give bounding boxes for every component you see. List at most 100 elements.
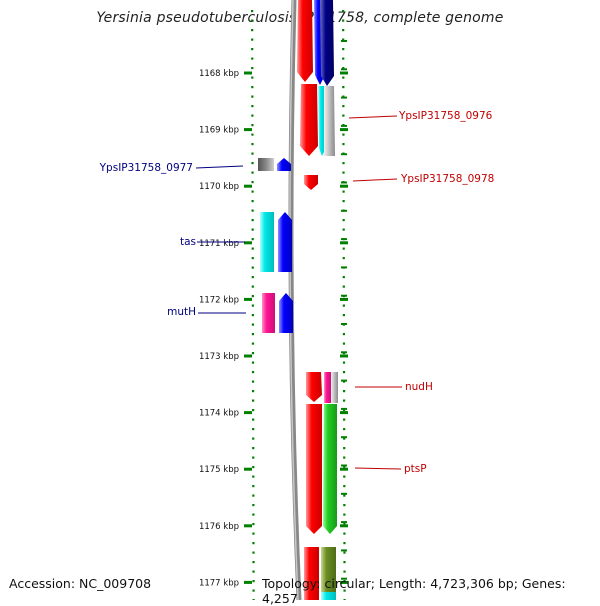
ruler-dot bbox=[343, 504, 346, 507]
axis-tick bbox=[244, 411, 252, 415]
axis-tick bbox=[340, 354, 348, 358]
ruler-minor-tick bbox=[341, 436, 347, 439]
topology-text: Topology: circular; Length: 4,723,306 bp… bbox=[262, 576, 566, 606]
ruler-dot bbox=[343, 409, 346, 412]
ruler-dot bbox=[252, 542, 255, 545]
ruler-dot bbox=[342, 314, 345, 317]
axis-tick bbox=[340, 71, 348, 75]
ruler-dot bbox=[252, 428, 255, 431]
ruler-minor-tick bbox=[341, 521, 347, 524]
ruler-dot bbox=[251, 38, 254, 41]
ruler-dot bbox=[251, 304, 254, 307]
gene-label-ypsip31758-0976: YpsIP31758_0976 bbox=[398, 110, 493, 122]
ruler-dot bbox=[251, 380, 255, 383]
ruler-dot bbox=[342, 371, 346, 374]
ruler-dot bbox=[251, 247, 254, 250]
axis-tick bbox=[244, 354, 252, 358]
gene-feature-ypsip31758-0977 bbox=[258, 158, 274, 171]
ruler-dot bbox=[251, 266, 254, 269]
ruler-dot bbox=[343, 589, 346, 592]
ruler-dot bbox=[251, 219, 254, 222]
leader-line bbox=[354, 467, 402, 470]
axis: 1168 kbp 1169 kbp 1170 kbp 1171 kbp 1172 kbp… bbox=[199, 69, 348, 588]
axis-tick bbox=[244, 184, 252, 188]
gene-label-ypsip31758-0978: YpsIP31758_0978 bbox=[400, 173, 494, 185]
ruler-minor-tick bbox=[341, 549, 347, 552]
gene-feature-ypsip31758-0976 bbox=[300, 84, 318, 156]
ruler-dot bbox=[251, 276, 254, 279]
ruler-dot bbox=[252, 447, 255, 450]
ruler-dot bbox=[342, 171, 345, 174]
ruler-dot bbox=[342, 86, 345, 89]
axis-tick-label: 1171 kbp bbox=[199, 239, 239, 249]
ruler-dot bbox=[251, 371, 255, 374]
ruler-dot bbox=[342, 219, 345, 222]
ruler-dot bbox=[343, 475, 346, 478]
ruler-dot bbox=[342, 247, 345, 250]
ruler-dot bbox=[251, 200, 254, 203]
axis-tick-label: 1170 kbp bbox=[199, 182, 239, 192]
ruler-minor-tick bbox=[341, 153, 347, 156]
axis-tick bbox=[244, 128, 252, 132]
accession-text: Accession: NC_009708 bbox=[9, 576, 152, 591]
gene-feature-tas bbox=[260, 212, 274, 272]
ruler-dot bbox=[342, 67, 345, 70]
ruler-dot bbox=[251, 10, 254, 13]
ruler-dot bbox=[251, 352, 255, 355]
ruler-dot bbox=[342, 333, 346, 336]
axis-tick bbox=[340, 184, 348, 188]
gene-feature bbox=[320, 0, 334, 86]
ruler-dot bbox=[343, 551, 346, 554]
ruler-dot bbox=[343, 466, 346, 469]
gene-feature bbox=[278, 212, 292, 272]
ruler-dot bbox=[252, 561, 255, 564]
ruler-dot bbox=[251, 152, 254, 155]
ruler-dot bbox=[251, 143, 254, 146]
ruler-dot bbox=[343, 485, 346, 488]
ruler-dot bbox=[342, 38, 345, 41]
axis-tick bbox=[244, 297, 252, 301]
ruler-dot bbox=[342, 285, 345, 288]
axis-tick-label: 1175 kbp bbox=[199, 465, 239, 475]
gene-label-muth: mutH bbox=[167, 306, 196, 318]
ruler-dot bbox=[252, 485, 255, 488]
ruler-dot bbox=[343, 532, 346, 535]
gene-feature bbox=[306, 404, 322, 534]
ruler-minor-tick bbox=[341, 492, 347, 495]
ruler-dot bbox=[343, 523, 346, 526]
ruler-dot bbox=[343, 418, 346, 421]
ruler-dots bbox=[251, 10, 347, 600]
ruler-dot bbox=[251, 171, 254, 174]
ruler-dot bbox=[342, 29, 345, 32]
ruler-dot bbox=[343, 561, 346, 564]
gene-feature bbox=[324, 86, 335, 156]
ruler-dot bbox=[251, 390, 255, 393]
gene-label-ypsip31758-0977: YpsIP31758_0977 bbox=[99, 162, 193, 174]
ruler-dot bbox=[251, 86, 254, 89]
ruler-dot bbox=[342, 114, 345, 117]
gene-feature bbox=[306, 372, 322, 402]
leader-line bbox=[348, 115, 398, 119]
ruler-dot bbox=[251, 323, 255, 326]
ruler-dot bbox=[251, 209, 254, 212]
axis-tick bbox=[340, 241, 348, 245]
ruler-minor-tick bbox=[341, 464, 347, 467]
ruler-dot bbox=[251, 114, 254, 117]
ruler-dot bbox=[251, 399, 255, 402]
ruler-dot bbox=[251, 76, 254, 79]
ruler-dot bbox=[252, 551, 255, 554]
ruler-dot bbox=[251, 190, 254, 193]
ruler-dot bbox=[342, 105, 345, 108]
ruler-dot bbox=[342, 276, 345, 279]
axis-tick-label: 1169 kbp bbox=[199, 126, 239, 136]
ruler-dot bbox=[251, 285, 254, 288]
gene-feature-nudh bbox=[324, 372, 331, 403]
ruler-dot bbox=[251, 48, 254, 51]
ruler-dot bbox=[252, 475, 255, 478]
axis-tick-label: 1177 kbp bbox=[199, 578, 239, 588]
ruler-dot bbox=[251, 67, 254, 70]
ruler-minor-tick bbox=[341, 40, 347, 42]
ruler-dot bbox=[342, 304, 345, 307]
axis-tick bbox=[340, 580, 348, 584]
